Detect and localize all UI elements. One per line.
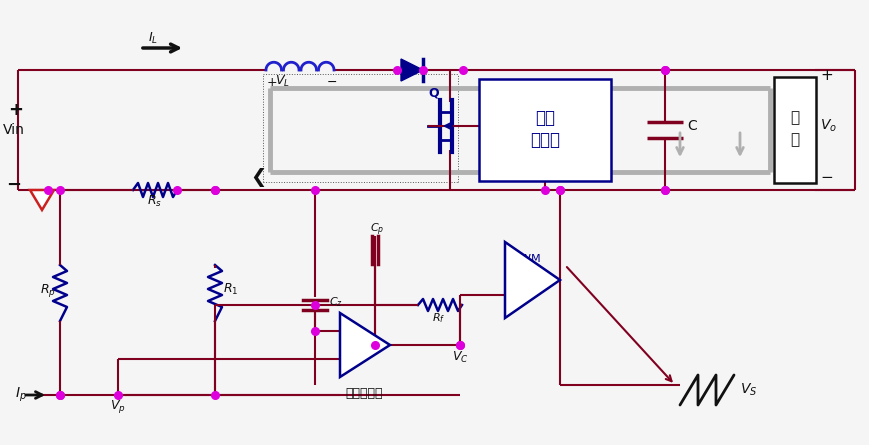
Text: +: + — [8, 101, 23, 119]
Text: −: − — [819, 170, 832, 185]
Text: $I_L$: $I_L$ — [148, 31, 158, 46]
Text: $C_z$: $C_z$ — [328, 295, 342, 309]
Text: $V_p$: $V_p$ — [109, 398, 125, 415]
Text: −: − — [527, 277, 538, 291]
Text: −: − — [346, 319, 358, 334]
Text: 电流放大器: 电流放大器 — [345, 387, 382, 400]
Text: M: M — [530, 254, 540, 264]
Polygon shape — [30, 190, 54, 210]
Text: 負: 負 — [790, 110, 799, 125]
Text: $R_s$: $R_s$ — [147, 194, 162, 209]
Text: P: P — [509, 254, 516, 264]
Text: 驅動器: 驅動器 — [529, 131, 560, 149]
Text: $R_p$: $R_p$ — [40, 282, 56, 299]
Text: −: − — [327, 76, 337, 89]
Text: Q: Q — [428, 86, 438, 99]
Text: +: + — [819, 68, 832, 83]
Text: 載: 載 — [790, 133, 799, 147]
Text: C: C — [687, 119, 696, 133]
Text: $R_f$: $R_f$ — [432, 311, 445, 325]
Text: $V_S$: $V_S$ — [740, 382, 757, 398]
Text: −: − — [6, 176, 21, 194]
Polygon shape — [340, 313, 389, 377]
Polygon shape — [401, 59, 422, 81]
Text: $C_p$: $C_p$ — [369, 222, 384, 238]
Text: +: + — [346, 349, 358, 364]
Text: F: F — [38, 196, 43, 206]
Text: +: + — [267, 76, 277, 89]
Text: $R_1$: $R_1$ — [222, 282, 238, 297]
FancyBboxPatch shape — [773, 77, 815, 183]
Text: Vin: Vin — [3, 123, 25, 137]
FancyBboxPatch shape — [479, 79, 610, 181]
Text: ❮: ❮ — [249, 168, 266, 187]
Polygon shape — [504, 242, 560, 318]
Text: W: W — [520, 254, 530, 264]
Text: $V_C$: $V_C$ — [452, 350, 468, 365]
Text: $V_o$: $V_o$ — [819, 118, 836, 134]
Text: 閘極: 閘極 — [534, 109, 554, 127]
Text: $I_p$: $I_p$ — [15, 386, 27, 405]
Text: $V_L$: $V_L$ — [275, 74, 289, 89]
Text: +: + — [512, 277, 523, 291]
